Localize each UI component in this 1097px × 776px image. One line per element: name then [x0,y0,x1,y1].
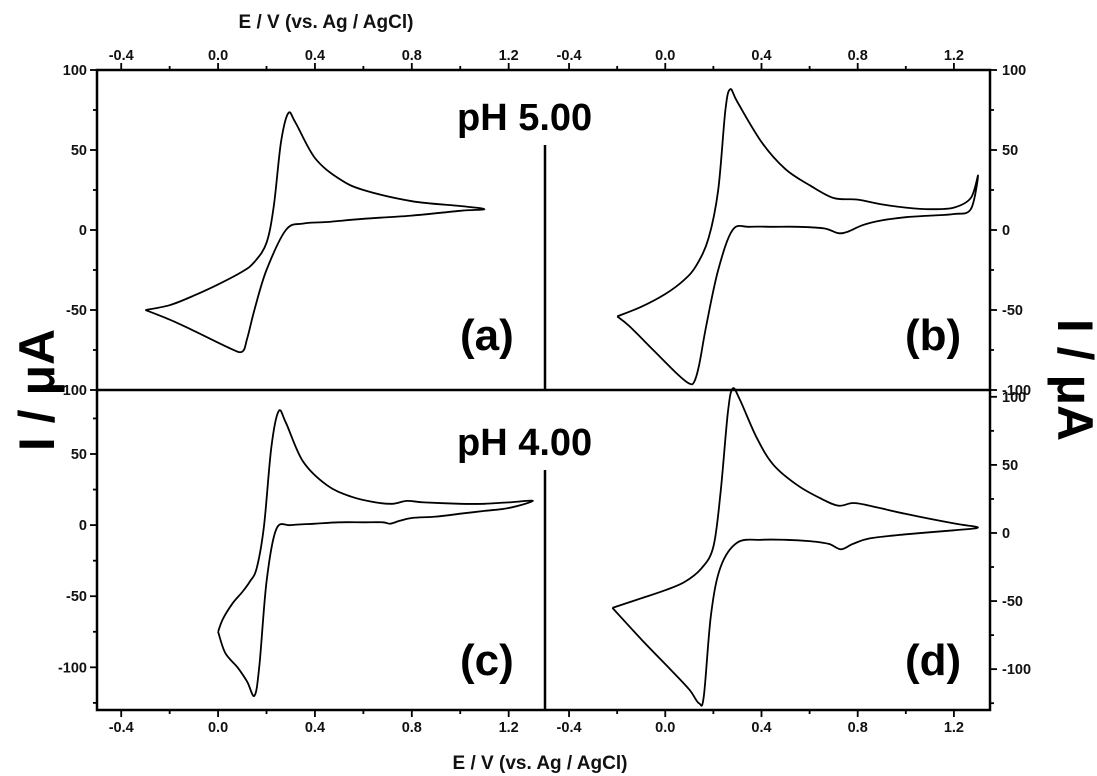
x-tick-label: 0.8 [402,48,422,64]
cv-curve-a [145,111,486,354]
x-tick-label: 1.2 [499,720,519,736]
y-tick-label: 50 [1002,143,1018,159]
y-axis-title-left: I / μA [9,329,65,451]
x-tick-label: 0.4 [305,48,325,64]
x-tick-label: -0.4 [557,720,582,736]
x-tick-label: 0.0 [208,48,228,64]
x-tick-label: 0.0 [655,48,675,64]
x-axis-title-top: E / V (vs. Ag / AgCl) [239,12,414,33]
x-tick-label: 0.4 [305,720,325,736]
x-tick-label: 0.8 [402,720,422,736]
x-axis-title-bottom: E / V (vs. Ag / AgCl) [453,753,628,774]
x-tick-label: 0.8 [848,48,868,64]
y-tick-label: 0 [1002,526,1010,542]
y-tick-label: -50 [1002,303,1023,319]
y-axis-title-right: I / μA [1047,319,1097,441]
panel-label: (c) [460,636,514,685]
cv-curves [145,88,979,707]
y-tick-label: -50 [1002,594,1023,610]
axis-ticks: -0.4 0.0 0.4 0.8 1.2 100 50 0 -50 -100 -0.4 0.0 0.4 0… [58,48,1031,736]
y-tick-label: -100 [58,383,87,399]
panel-label: (b) [905,311,961,360]
cv-curve-b [616,88,979,386]
y-tick-label: 100 [1002,390,1026,406]
y-tick-label: 0 [79,518,87,534]
y-tick-label: 0 [79,223,87,239]
y-tick-label: -100 [1002,662,1031,678]
y-tick-label: 50 [71,447,87,463]
ph-label-top: pH 5.00 [457,97,592,139]
y-tick-label: 50 [1002,458,1018,474]
x-tick-label: 0.0 [655,720,675,736]
y-tick-label: 100 [63,63,87,79]
x-tick-label: -0.4 [557,48,582,64]
x-tick-label: 0.0 [208,720,228,736]
cv-curve-c [217,409,534,697]
x-tick-label: -0.4 [109,48,134,64]
x-tick-label: 0.4 [751,720,771,736]
x-tick-label: 1.2 [944,48,964,64]
y-tick-label: -100 [1002,383,1031,399]
y-tick-label: -50 [66,589,87,605]
x-tick-label: -0.4 [109,720,134,736]
y-tick-label: 50 [71,143,87,159]
cv-curve-d [611,387,979,707]
y-tick-label: -50 [66,303,87,319]
panel-label: (a) [460,311,514,360]
y-tick-label: 100 [1002,63,1026,79]
y-tick-label: 0 [1002,223,1010,239]
ph-label-bottom: pH 4.00 [457,422,592,464]
x-tick-label: 1.2 [499,48,519,64]
y-tick-label: -100 [58,660,87,676]
x-tick-label: 0.8 [848,720,868,736]
panel-label: (d) [905,636,961,685]
x-tick-label: 1.2 [944,720,964,736]
panel-frames [95,68,992,712]
x-tick-label: 0.4 [751,48,771,64]
